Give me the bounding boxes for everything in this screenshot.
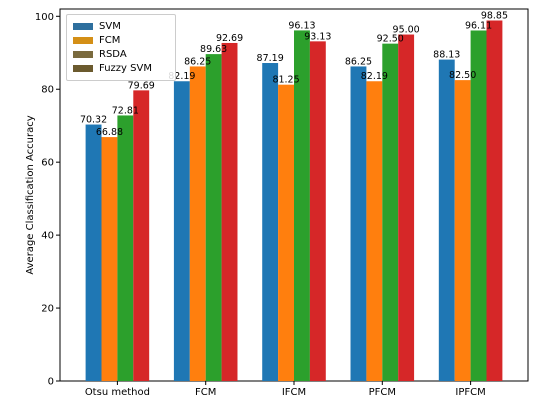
bar-fuzzy-svm-fcm xyxy=(221,42,238,382)
legend-label-fuzzy-svm: Fuzzy SVM xyxy=(99,62,152,74)
bar-fcm-pfcm xyxy=(366,81,383,382)
bar-label-fuzzy-svm-otsu-method: 79.69 xyxy=(128,80,155,91)
bar-label-svm-fcm: 82.19 xyxy=(168,71,195,82)
legend-label-svm: SVM xyxy=(99,20,121,32)
bar-label-rsda-otsu-method: 72.81 xyxy=(112,105,139,116)
bar-fcm-otsu-method xyxy=(101,137,118,381)
x-tick-label-otsu-method: Otsu method xyxy=(85,387,150,398)
bar-fcm-fcm xyxy=(189,66,206,382)
bar-svm-pfcm xyxy=(350,66,367,382)
bar-label-svm-ifcm: 87.19 xyxy=(257,53,284,64)
bar-value-labels: 70.3266.8872.8179.6982.1986.2589.6392.69… xyxy=(80,10,508,138)
legend-swatch-fuzzy-svm xyxy=(73,64,93,72)
bar-label-fuzzy-svm-ifcm: 93.13 xyxy=(304,31,331,42)
bar-fcm-ipfcm xyxy=(454,80,471,381)
bar-svm-fcm xyxy=(173,81,190,382)
x-axis: Otsu method FCM IFCM PFCM IPFCM xyxy=(85,381,486,398)
legend-label-fcm: FCM xyxy=(99,34,121,46)
bar-fuzzy-svm-pfcm xyxy=(398,34,415,381)
bar-rsda-ipfcm xyxy=(470,30,487,382)
bar-svm-otsu-method xyxy=(85,124,102,382)
bar-svm-ifcm xyxy=(262,63,279,381)
bar-rsda-fcm xyxy=(205,54,222,382)
bar-label-rsda-fcm: 89.63 xyxy=(200,44,227,55)
bars xyxy=(85,20,503,382)
bar-fuzzy-svm-ipfcm xyxy=(486,20,503,382)
bar-label-rsda-pfcm: 92.50 xyxy=(377,34,404,45)
legend-item-fuzzy-svm: Fuzzy SVM xyxy=(73,61,152,75)
legend-label-rsda: RSDA xyxy=(99,48,127,60)
bar-label-fcm-pfcm: 82.19 xyxy=(361,71,388,82)
bar-label-fcm-fcm: 86.25 xyxy=(184,56,211,67)
bar-fcm-ifcm xyxy=(278,84,294,382)
bar-label-svm-otsu-method: 70.32 xyxy=(80,115,107,126)
x-tick-label-ifcm: IFCM xyxy=(282,387,306,398)
bar-label-fuzzy-svm-ipfcm: 98.85 xyxy=(481,10,508,21)
bar-label-fuzzy-svm-fcm: 92.69 xyxy=(216,33,243,44)
y-tick-label-0: 0 xyxy=(48,377,54,388)
x-tick-label-ipfcm: IPFCM xyxy=(455,387,485,398)
legend-swatch-rsda xyxy=(73,50,93,58)
bar-label-rsda-ifcm: 96.13 xyxy=(288,20,315,31)
x-tick-label-fcm: FCM xyxy=(195,387,216,398)
legend-item-rsda: RSDA xyxy=(73,47,127,61)
y-tick-label-40: 40 xyxy=(41,231,54,242)
y-axis: 0 20 40 60 80 100 xyxy=(35,12,60,388)
bar-fuzzy-svm-ifcm xyxy=(309,41,326,381)
bar-rsda-otsu-method xyxy=(117,115,134,382)
bar-fuzzy-svm-otsu-method xyxy=(133,90,150,382)
x-tick-label-pfcm: PFCM xyxy=(369,387,396,398)
bar-label-fuzzy-svm-pfcm: 95.00 xyxy=(393,25,420,36)
legend-item-svm: SVM xyxy=(73,19,121,33)
legend-swatch-svm xyxy=(73,22,93,30)
bar-rsda-ifcm xyxy=(294,30,310,382)
legend: SVM FCM RSDA Fuzzy SVM xyxy=(66,14,176,81)
y-axis-label: Average Classification Accuracy xyxy=(25,115,36,274)
bar-label-rsda-ipfcm: 96.11 xyxy=(465,20,492,31)
bar-label-fcm-ipfcm: 82.50 xyxy=(449,70,476,81)
bar-label-fcm-otsu-method: 66.88 xyxy=(96,127,123,138)
y-tick-label-60: 60 xyxy=(41,158,54,169)
bar-label-fcm-ifcm: 81.25 xyxy=(272,75,299,86)
bar-label-svm-pfcm: 86.25 xyxy=(345,56,372,67)
legend-swatch-fcm xyxy=(73,36,93,44)
legend-item-fcm: FCM xyxy=(73,33,120,47)
bar-svm-ipfcm xyxy=(438,59,455,381)
y-tick-label-100: 100 xyxy=(35,12,54,23)
bar-label-svm-ipfcm: 88.13 xyxy=(433,50,460,61)
y-tick-label-20: 20 xyxy=(41,304,54,315)
y-tick-label-80: 80 xyxy=(41,85,54,96)
bar-rsda-pfcm xyxy=(382,43,399,381)
